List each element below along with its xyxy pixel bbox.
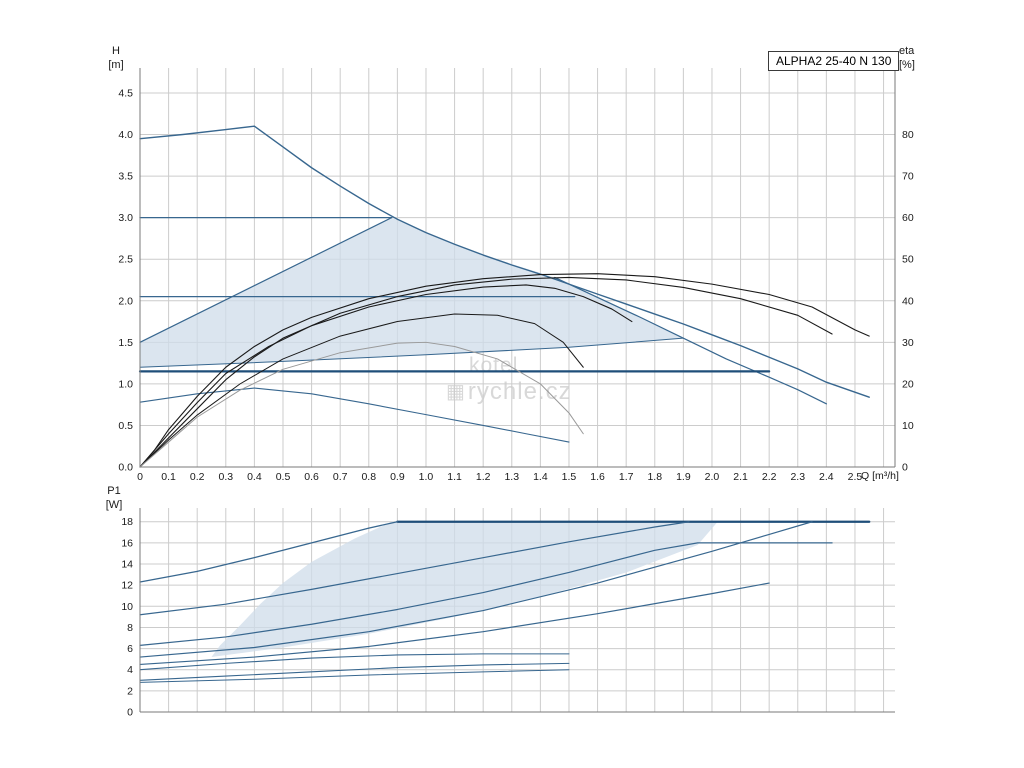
tick-label: 10 — [121, 601, 133, 613]
tick-label: 0.6 — [304, 471, 319, 483]
tick-label: 3.0 — [118, 212, 133, 224]
power-axis-unit: [W] — [105, 499, 123, 511]
efficiency-axis-symbol: eta — [899, 45, 915, 57]
speed1-curve — [139, 387, 570, 443]
operating-range-shade — [140, 217, 684, 368]
tick-label: 50 — [902, 254, 914, 266]
tick-label: 4 — [127, 664, 133, 676]
head-axis-symbol: H — [112, 45, 120, 57]
efficiency-axis-unit: [%] — [899, 59, 915, 71]
tick-label: 1.5 — [118, 337, 133, 349]
tick-label: 2.3 — [790, 471, 805, 483]
tick-label: 0 — [137, 471, 143, 483]
tick-label: 4.5 — [118, 87, 133, 99]
tick-label: 12 — [121, 580, 133, 592]
tick-label: 16 — [121, 537, 133, 549]
power-range-shade — [211, 521, 718, 658]
head-capacity-chart: 0 0.1 0.2 0.3 0.4 0.5 0.6 0.7 0.8 0.9 1.0 1.1 1.2 1.3… — [118, 68, 914, 483]
efficiency-axis-title: eta [%] — [899, 44, 935, 72]
watermark-text-line2: rychle.cz — [467, 378, 572, 405]
tick-label: 1.2 — [476, 471, 491, 483]
tick-label: 0.3 — [218, 471, 233, 483]
tick-label: 2.5 — [848, 471, 863, 483]
speed3-max-curve — [139, 125, 870, 398]
tick-label: 1.8 — [647, 471, 662, 483]
tick-label: 0.8 — [361, 471, 376, 483]
p1-speed3-curve — [139, 521, 399, 583]
tick-label: 8 — [127, 622, 133, 634]
tick-label: 4.0 — [118, 129, 133, 141]
tick-label: 1.4 — [533, 471, 548, 483]
p1-cp3-curve — [139, 521, 690, 616]
tick-label: 10 — [902, 420, 914, 432]
range-right-boundary — [554, 276, 827, 405]
tick-label: 1.9 — [676, 471, 691, 483]
tick-label: 6 — [127, 643, 133, 655]
tick-label: 0.7 — [333, 471, 348, 483]
p1-low-curve — [139, 662, 570, 681]
tick-label: 2.4 — [819, 471, 834, 483]
tick-label: 60 — [902, 212, 914, 224]
tick-label: 0 — [127, 707, 133, 719]
tick-label: 14 — [121, 559, 133, 571]
tick-label: 1.3 — [504, 471, 519, 483]
tick-label: 2.2 — [762, 471, 777, 483]
tick-label: 0.9 — [390, 471, 405, 483]
eta-curve-4 — [139, 313, 584, 468]
tick-label: 70 — [902, 171, 914, 183]
tick-label: 0.0 — [118, 462, 133, 474]
eta-curve-2 — [139, 276, 833, 468]
tick-label: 1.6 — [590, 471, 605, 483]
tick-label: 0.2 — [190, 471, 205, 483]
eta-curve-5 — [139, 341, 584, 468]
tick-label: 1.1 — [447, 471, 462, 483]
tick-label: 0.1 — [161, 471, 176, 483]
eta-curve-3 — [139, 284, 633, 468]
tick-label: 1.7 — [619, 471, 634, 483]
tick-label: 30 — [902, 337, 914, 349]
eta-curve-1 — [139, 273, 870, 468]
p1-min-curve — [139, 653, 570, 671]
tick-label: 1.5 — [562, 471, 577, 483]
tick-label: 80 — [902, 129, 914, 141]
watermark-grid-icon: ▦ — [446, 381, 465, 403]
p1-lowest-curve — [139, 669, 570, 683]
pump-model-label: ALPHA2 25-40 N 130 — [768, 51, 900, 71]
pp-lower-edge — [139, 337, 684, 368]
tick-label: 20 — [902, 378, 914, 390]
head-axis-unit: [m] — [108, 59, 124, 71]
tick-label: 1.0 — [118, 378, 133, 390]
tick-label: 0.5 — [118, 420, 133, 432]
head-axis-title: H [m] — [98, 44, 134, 72]
tick-label: 40 — [902, 295, 914, 307]
tick-label: 18 — [121, 516, 133, 528]
p1-cp2-curve — [139, 542, 833, 647]
power-axis-title: P1 [W] — [96, 484, 132, 512]
power-axis-symbol: P1 — [107, 485, 121, 497]
tick-label: 0.5 — [276, 471, 291, 483]
flow-axis-title: Q [m³/h] — [861, 470, 899, 482]
pp-upper-edge — [139, 217, 393, 343]
tick-label: 0 — [902, 462, 908, 474]
tick-label: 2.0 — [118, 295, 133, 307]
p1-pp3-curve — [139, 521, 813, 658]
tick-label: 0.4 — [247, 471, 262, 483]
tick-label: 3.5 — [118, 171, 133, 183]
tick-label: 1.0 — [419, 471, 434, 483]
tick-label: 2.0 — [705, 471, 720, 483]
power-chart: 0 2 4 6 8 10 12 14 16 18 — [121, 508, 895, 719]
tick-label: 2.1 — [733, 471, 748, 483]
tick-label: 2.5 — [118, 254, 133, 266]
tick-label: 2 — [127, 685, 133, 697]
p1-cp1-curve — [139, 582, 770, 666]
